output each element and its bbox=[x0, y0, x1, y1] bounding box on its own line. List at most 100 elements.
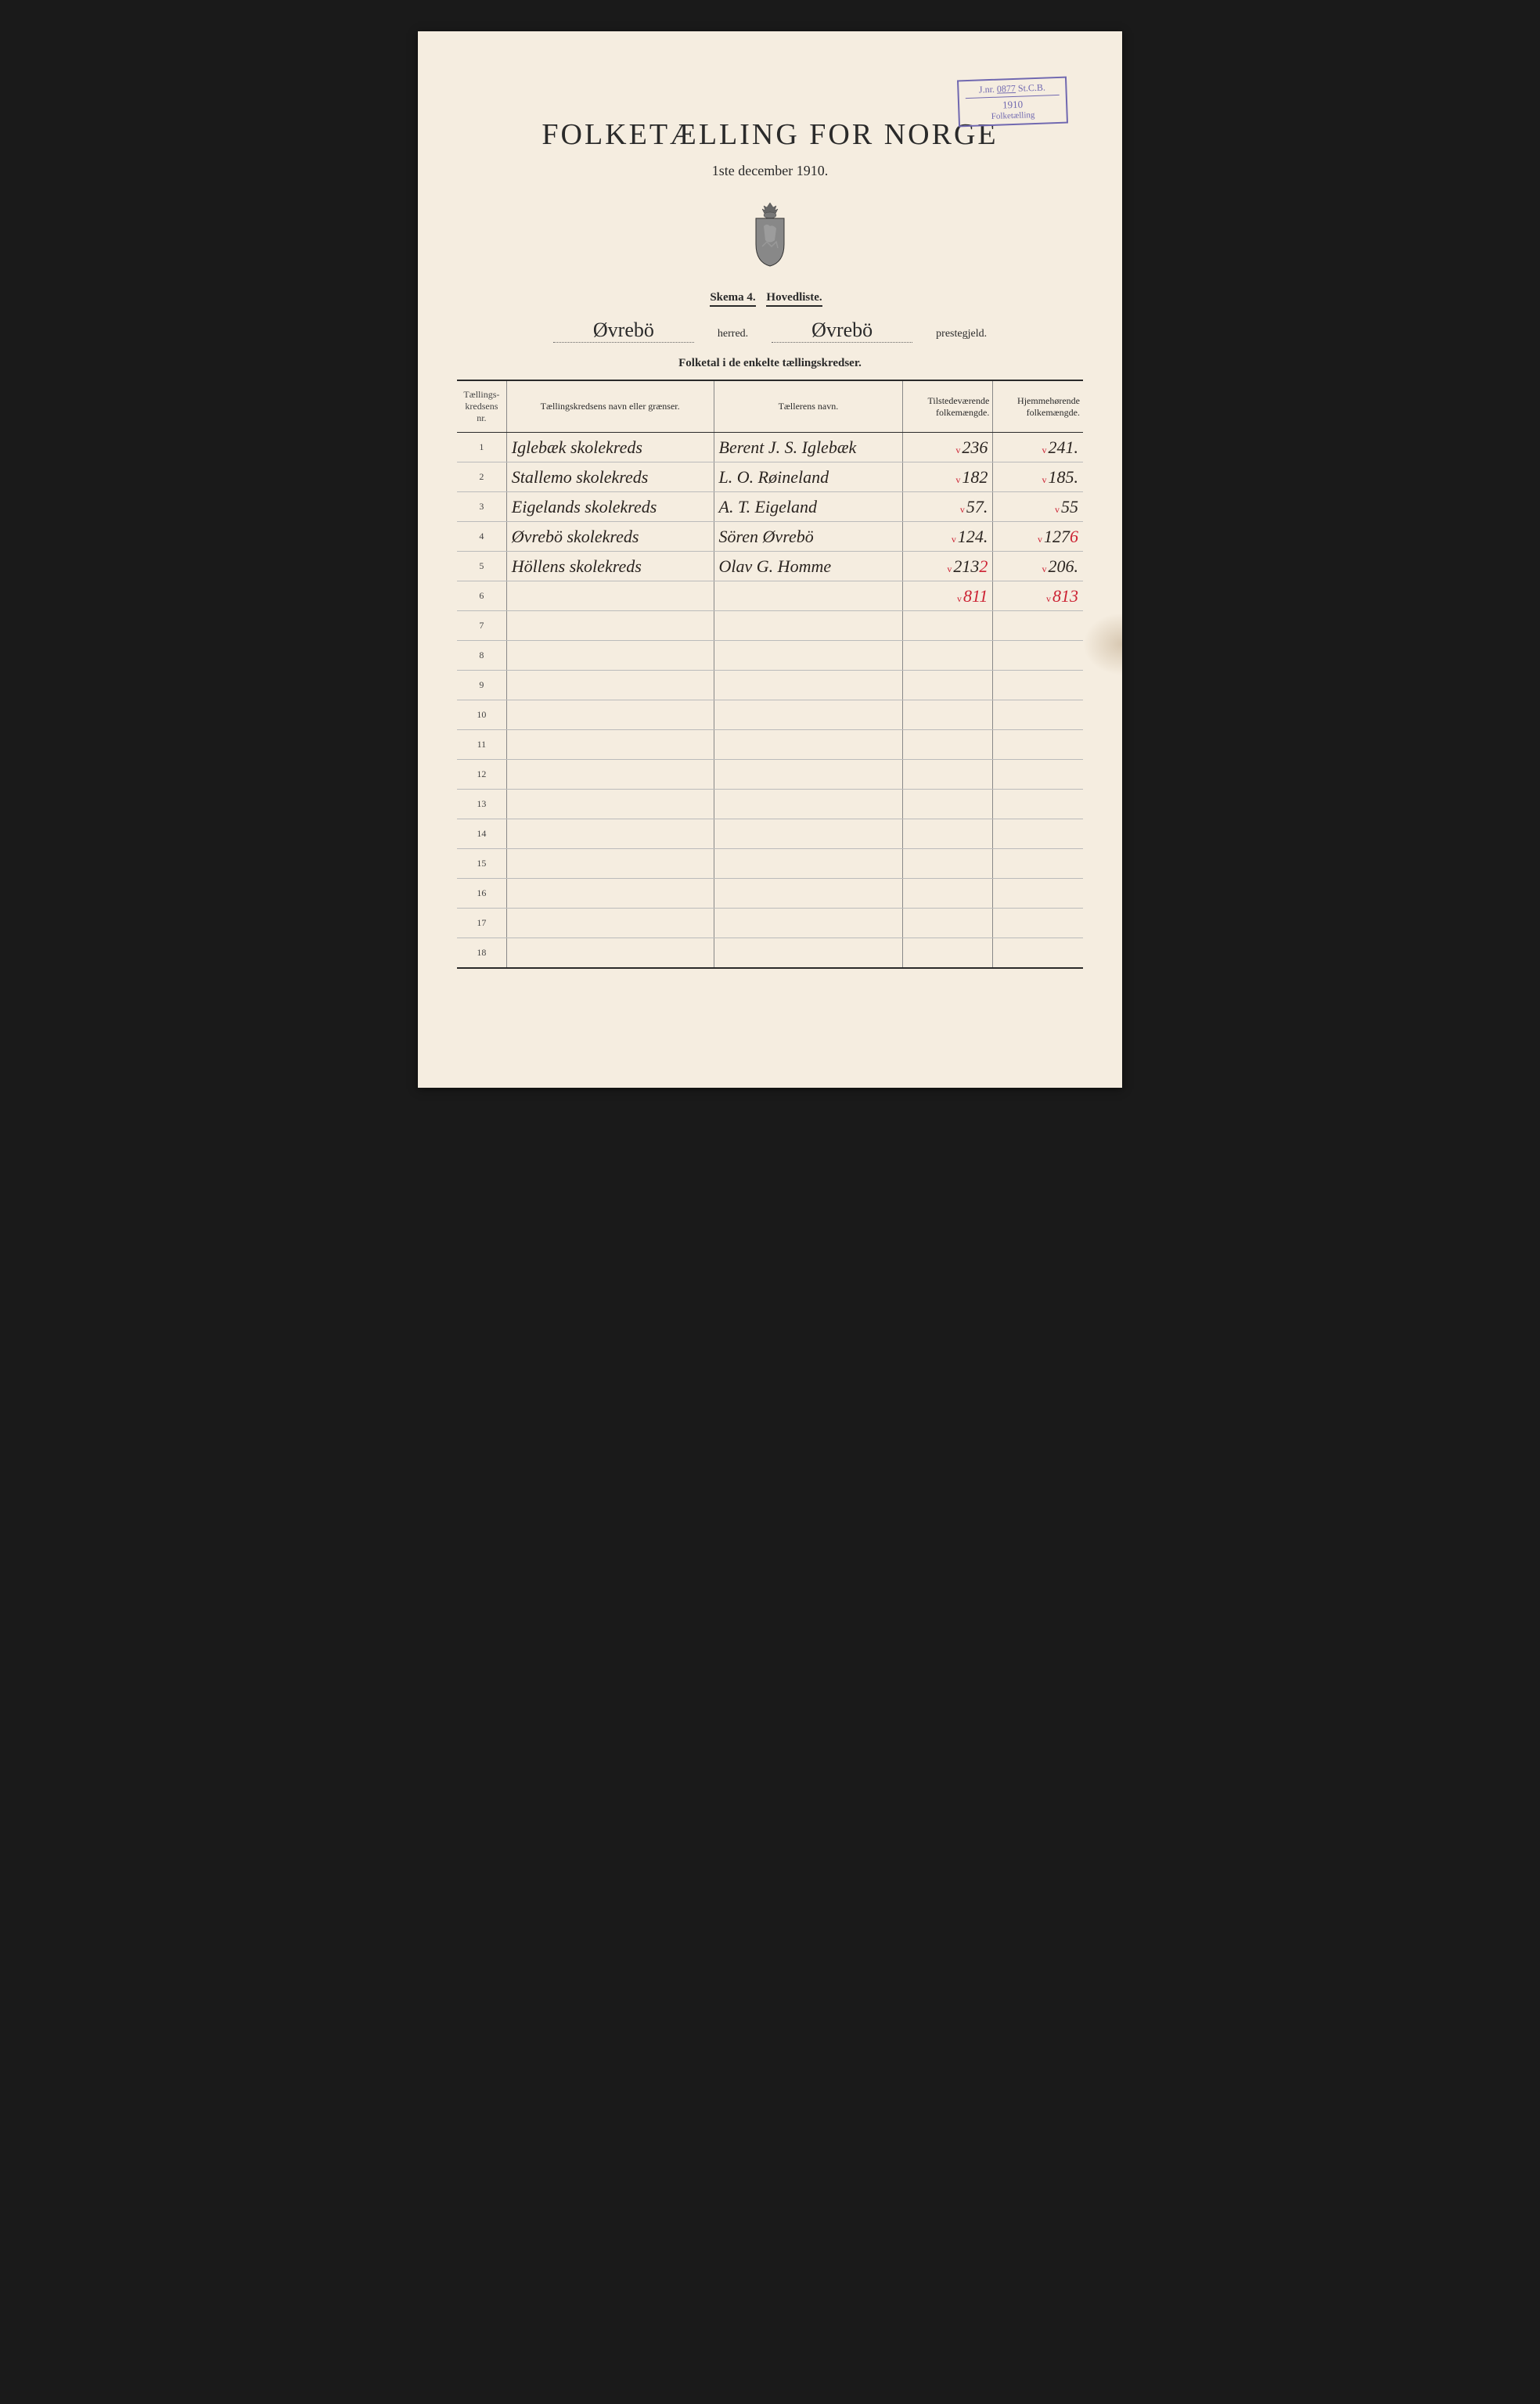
cell-empty bbox=[903, 909, 993, 938]
resident-population: v55 bbox=[993, 492, 1083, 522]
cell-empty bbox=[903, 760, 993, 790]
row-number: 6 bbox=[457, 581, 506, 611]
enumerator-name: Berent J. S. Iglebæk bbox=[714, 433, 903, 462]
table-row: 2Stallemo skolekredsL. O. Røinelandv182v… bbox=[457, 462, 1083, 492]
table-row-empty: 18 bbox=[457, 938, 1083, 968]
cell-empty bbox=[714, 790, 903, 819]
cell-empty bbox=[993, 611, 1083, 641]
row-number: 1 bbox=[457, 433, 506, 462]
table-row: 3Eigelands skolekredsA. T. Eigelandv57.v… bbox=[457, 492, 1083, 522]
cell-empty bbox=[714, 611, 903, 641]
cell-empty bbox=[506, 909, 714, 938]
cell-empty bbox=[506, 849, 714, 879]
row-number: 10 bbox=[457, 700, 506, 730]
prestegjeld-value: Øvrebö bbox=[772, 318, 912, 343]
col-header-present: Tilstedeværende folkemængde. bbox=[903, 380, 993, 433]
row-number: 9 bbox=[457, 671, 506, 700]
cell-empty bbox=[506, 760, 714, 790]
cell-empty bbox=[506, 641, 714, 671]
stamp-jnr-number: 0877 bbox=[997, 83, 1016, 95]
stamp-line1: J.nr. 0877 St.C.B. bbox=[965, 81, 1060, 99]
row-number: 18 bbox=[457, 938, 506, 968]
total-resident: v813 bbox=[993, 581, 1083, 611]
present-population: v57. bbox=[903, 492, 993, 522]
row-number: 4 bbox=[457, 522, 506, 552]
row-number: 11 bbox=[457, 730, 506, 760]
cell-empty bbox=[903, 700, 993, 730]
table-row-empty: 9 bbox=[457, 671, 1083, 700]
row-number: 15 bbox=[457, 849, 506, 879]
table-row-empty: 12 bbox=[457, 760, 1083, 790]
cell-empty bbox=[993, 909, 1083, 938]
table-body: 1Iglebæk skolekredsBerent J. S. Iglebækv… bbox=[457, 433, 1083, 968]
census-form-page: J.nr. 0877 St.C.B. 1910 Folketælling FOL… bbox=[418, 31, 1122, 1088]
cell-empty bbox=[903, 879, 993, 909]
prestegjeld-label: prestegjeld. bbox=[936, 328, 987, 340]
present-population: v236 bbox=[903, 433, 993, 462]
cell-empty bbox=[993, 671, 1083, 700]
present-population: v2132 bbox=[903, 552, 993, 581]
census-table: Tællings- kredsens nr. Tællingskredsens … bbox=[457, 380, 1083, 969]
col-header-resident: Hjemmehørende folkemængde. bbox=[993, 380, 1083, 433]
cell-empty bbox=[714, 730, 903, 760]
cell-empty bbox=[714, 671, 903, 700]
cell-empty bbox=[506, 700, 714, 730]
table-row-empty: 11 bbox=[457, 730, 1083, 760]
cell-empty bbox=[506, 879, 714, 909]
table-row: 1Iglebæk skolekredsBerent J. S. Iglebækv… bbox=[457, 433, 1083, 462]
cell-empty bbox=[506, 581, 714, 611]
row-number: 8 bbox=[457, 641, 506, 671]
form-subtitle: 1ste december 1910. bbox=[457, 163, 1083, 179]
cell-empty bbox=[993, 730, 1083, 760]
table-row-empty: 8 bbox=[457, 641, 1083, 671]
crest-icon bbox=[747, 201, 793, 268]
cell-empty bbox=[993, 641, 1083, 671]
region-fields: Øvrebö herred. Øvrebö prestegjeld. bbox=[457, 318, 1083, 343]
table-row-empty: 13 bbox=[457, 790, 1083, 819]
row-number: 13 bbox=[457, 790, 506, 819]
district-name: Eigelands skolekreds bbox=[506, 492, 714, 522]
skema-type: Hovedliste. bbox=[766, 291, 822, 307]
enumerator-name: L. O. Røineland bbox=[714, 462, 903, 492]
enumerator-name: Olav G. Homme bbox=[714, 552, 903, 581]
row-number: 16 bbox=[457, 879, 506, 909]
cell-empty bbox=[903, 730, 993, 760]
resident-population: v206. bbox=[993, 552, 1083, 581]
cell-empty bbox=[903, 819, 993, 849]
district-name: Iglebæk skolekreds bbox=[506, 433, 714, 462]
district-name: Höllens skolekreds bbox=[506, 552, 714, 581]
cell-empty bbox=[714, 641, 903, 671]
cell-empty bbox=[903, 849, 993, 879]
registry-stamp: J.nr. 0877 St.C.B. 1910 Folketælling bbox=[957, 77, 1068, 128]
cell-empty bbox=[993, 819, 1083, 849]
row-number: 5 bbox=[457, 552, 506, 581]
cell-empty bbox=[903, 671, 993, 700]
cell-empty bbox=[506, 790, 714, 819]
cell-empty bbox=[506, 938, 714, 968]
cell-empty bbox=[506, 819, 714, 849]
cell-empty bbox=[993, 790, 1083, 819]
cell-empty bbox=[903, 611, 993, 641]
enumerator-name: A. T. Eigeland bbox=[714, 492, 903, 522]
table-row-empty: 17 bbox=[457, 909, 1083, 938]
table-row-empty: 10 bbox=[457, 700, 1083, 730]
stamp-right: St.C.B. bbox=[1018, 82, 1045, 94]
cell-empty bbox=[714, 700, 903, 730]
row-number: 14 bbox=[457, 819, 506, 849]
cell-empty bbox=[506, 671, 714, 700]
row-number: 17 bbox=[457, 909, 506, 938]
col-header-nr: Tællings- kredsens nr. bbox=[457, 380, 506, 433]
table-row-empty: 7 bbox=[457, 611, 1083, 641]
cell-empty bbox=[903, 790, 993, 819]
resident-population: v1276 bbox=[993, 522, 1083, 552]
table-section-title: Folketal i de enkelte tællingskredser. bbox=[457, 357, 1083, 370]
district-name: Stallemo skolekreds bbox=[506, 462, 714, 492]
col-header-enumerator: Tællerens navn. bbox=[714, 380, 903, 433]
resident-population: v185. bbox=[993, 462, 1083, 492]
table-row-empty: 16 bbox=[457, 879, 1083, 909]
herred-value: Øvrebö bbox=[553, 318, 694, 343]
present-population: v124. bbox=[903, 522, 993, 552]
cell-empty bbox=[714, 909, 903, 938]
total-present: v811 bbox=[903, 581, 993, 611]
row-number: 12 bbox=[457, 760, 506, 790]
